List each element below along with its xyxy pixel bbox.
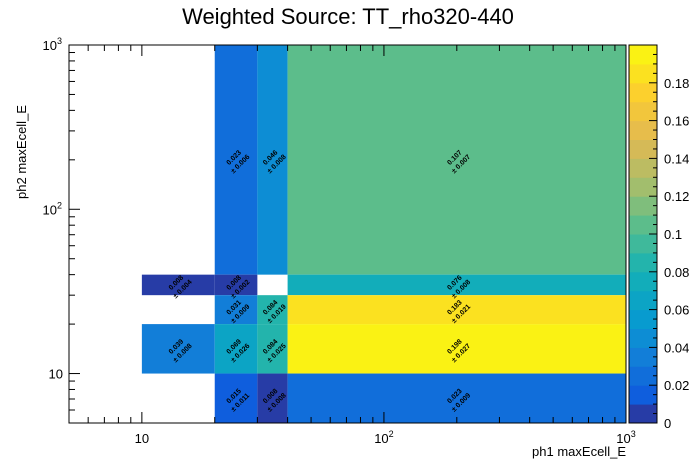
palette-swatch: [629, 290, 657, 311]
palette-tick-label: 0.12: [664, 189, 689, 204]
palette-swatch: [629, 385, 657, 405]
palette-swatch: [629, 177, 657, 197]
palette-swatch: [629, 347, 657, 367]
heatmap-cell: [141, 324, 215, 374]
x-tick-label: 102: [374, 429, 393, 446]
heatmap-cell: [214, 373, 258, 423]
x-tick-label: 103: [616, 429, 635, 446]
palette-swatch: [629, 309, 657, 329]
y-tick-label: 103: [43, 36, 62, 53]
plot-frame: [68, 44, 627, 424]
palette-swatch: [629, 101, 657, 122]
palette-tick-label: 0.04: [664, 340, 689, 355]
palette-swatch: [629, 82, 657, 103]
heatmap-cell: [214, 45, 258, 275]
palette-tick-label: 0.1: [664, 227, 682, 242]
y-tick-label: 102: [43, 200, 62, 217]
palette-swatch: [629, 139, 657, 159]
palette-swatch: [629, 366, 657, 386]
palette-swatch: [629, 45, 657, 65]
heatmap-cell: [257, 45, 288, 275]
palette-swatch: [629, 158, 657, 178]
palette-swatch: [629, 196, 657, 216]
palette-swatch: [629, 120, 657, 140]
cells-layer: [141, 45, 626, 423]
heatmap-cell: [257, 295, 288, 325]
palette-tick-label: 0.02: [664, 378, 689, 393]
color-palette: 0 0.02 0.04 0.06 0.08 0.1 0.12 0.14 0.16 0.18: [628, 44, 689, 431]
heatmap-cell: [287, 373, 626, 423]
palette-tick-label: 0.14: [664, 151, 689, 166]
palette-swatch: [629, 271, 657, 292]
heatmap-cell: [287, 295, 626, 325]
y-tick-label: 10: [49, 367, 63, 382]
heatmap-cell: [214, 324, 258, 374]
y-axis-label: ph2 maxEcell_E: [14, 105, 29, 199]
palette-tick-label: 0.06: [664, 303, 689, 318]
heatmap-cell: [287, 324, 626, 374]
x-tick-label: 10: [135, 431, 149, 446]
heatmap-cell: [141, 274, 215, 296]
heatmap-cell: [287, 45, 626, 275]
heatmap-cell: [214, 295, 258, 325]
heatmap-cell: [257, 373, 288, 423]
palette-swatch: [629, 328, 657, 348]
chart-title: Weighted Source: TT_rho320-440: [182, 4, 514, 29]
palette-tick-label: 0.16: [664, 114, 689, 129]
heatmap-cell: [214, 274, 258, 296]
palette-tick-label: 0.08: [664, 265, 689, 280]
x-axis-label: ph1 maxEcell_E: [532, 444, 626, 459]
palette-swatch: [629, 404, 657, 424]
x-axis: 10 102 103: [68, 45, 636, 446]
heatmap-cell: [257, 324, 288, 374]
palette-swatch: [629, 63, 657, 84]
palette-swatch: [629, 252, 657, 273]
y-axis: 10 102 103: [43, 36, 80, 424]
palette-tick-label: 0: [664, 416, 671, 431]
palette-swatch: [629, 234, 657, 254]
heatmap-cell: [287, 274, 626, 296]
palette-tick-label: 0.18: [664, 76, 689, 91]
palette-swatch: [629, 215, 657, 235]
